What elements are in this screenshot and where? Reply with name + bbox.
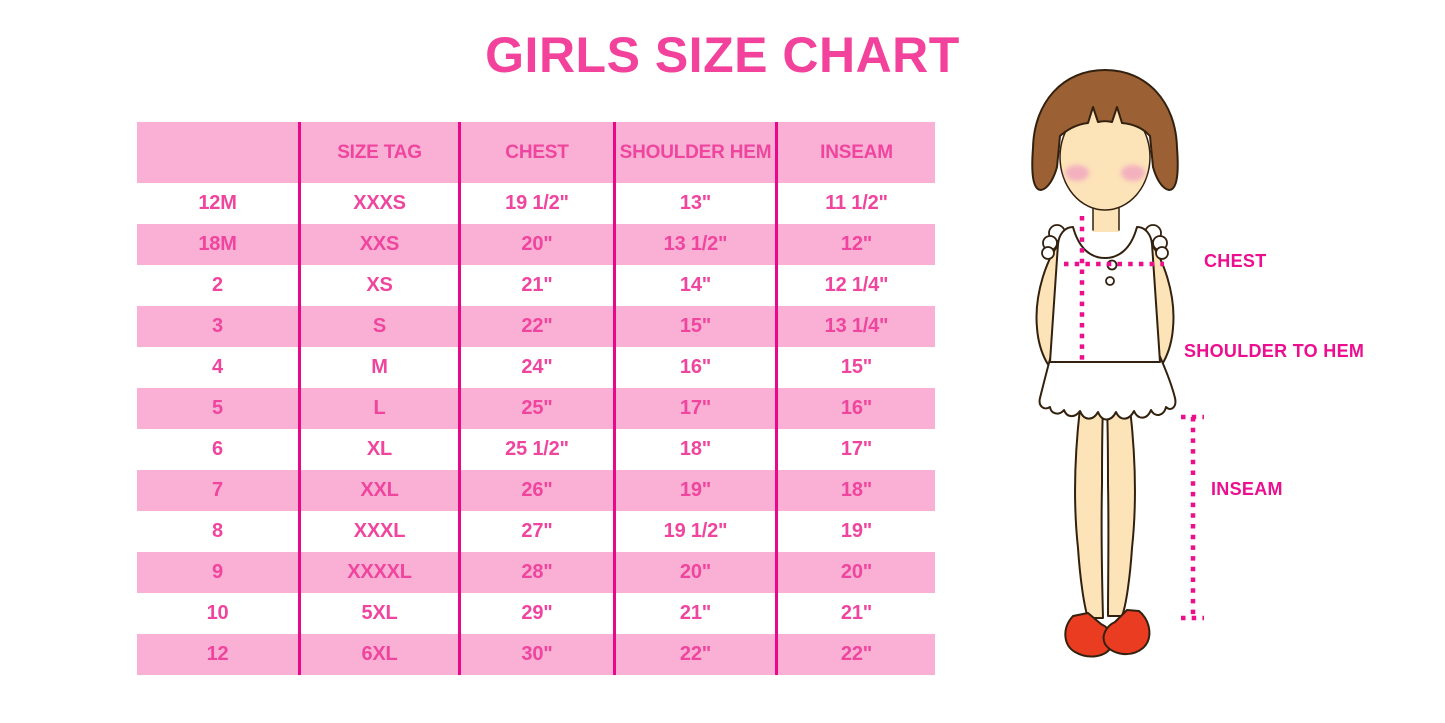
girl-shoes [1064,609,1151,658]
cell-size-tag: 5XL [298,593,458,634]
cell-shoulder-hem: 19 1/2" [613,511,775,552]
cell-size: 9 [212,561,223,583]
cell-chest: 27" [458,511,613,552]
cell-size: 10 [206,602,229,624]
table-row: 9 XXXXL 28" 20" 20" [137,552,935,593]
cell-chest: 29" [458,593,613,634]
table-row: 7 XXL 26" 19" 18" [137,470,935,511]
header-inseam: INSEAM [775,122,935,183]
cell-chest: 19 1/2" [458,183,613,224]
measurement-lines [1064,216,1204,621]
cell-size: 7 [212,479,223,501]
cell-inseam: 19" [775,511,935,552]
header-blank [137,122,298,183]
cell-inseam: 12" [775,224,935,265]
header-size-tag: SIZE TAG [298,122,458,183]
cell-shoulder-hem: 13" [613,183,775,224]
girl-face [1059,103,1151,211]
cell-inseam: 17" [775,429,935,470]
cell-chest: 24" [458,347,613,388]
cell-size-tag: XXL [298,470,458,511]
cell-size: 8 [212,520,223,542]
cell-size-tag: S [298,306,458,347]
table-row: 18M XXS 20" 13 1/2" 12" [137,224,935,265]
cell-shoulder-hem: 21" [613,593,775,634]
cell-inseam: 22" [775,634,935,675]
table-row: 10 5XL 29" 21" 21" [137,593,935,634]
cell-chest: 26" [458,470,613,511]
cell-size: 12M [198,192,237,214]
header-chest: CHEST [458,122,613,183]
cell-chest: 30" [458,634,613,675]
header-shoulder-hem: SHOULDER HEM [613,122,775,183]
girl-illustration [1031,69,1204,658]
girl-hair [1031,69,1179,191]
table-row: 5 L 25" 17" 16" [137,388,935,429]
cell-size-tag: L [298,388,458,429]
cell-size-tag: M [298,347,458,388]
table-row: 12M XXXS 19 1/2" 13" 11 1/2" [137,183,935,224]
measurement-figure: CHEST SHOULDER TO HEM INSEAM [1000,60,1445,670]
cell-size-tag: XXXXL [298,552,458,593]
chest-label: CHEST [1204,251,1267,271]
cell-size-tag: XXXL [298,511,458,552]
table-header-row: SIZE TAG CHEST SHOULDER HEM INSEAM [137,122,935,183]
cell-shoulder-hem: 17" [613,388,775,429]
cell-chest: 22" [458,306,613,347]
cell-inseam: 16" [775,388,935,429]
cell-shoulder-hem: 15" [613,306,775,347]
size-chart-table: SIZE TAG CHEST SHOULDER HEM INSEAM 12M X… [137,122,935,675]
cell-inseam: 11 1/2" [775,183,935,224]
cell-size-tag: XL [298,429,458,470]
cell-size-tag: 6XL [298,634,458,675]
cell-size-tag: XS [298,265,458,306]
cell-shoulder-hem: 13 1/2" [613,224,775,265]
cell-inseam: 18" [775,470,935,511]
cell-size: 18M [198,233,237,255]
cell-chest: 20" [458,224,613,265]
cell-chest: 21" [458,265,613,306]
cell-shoulder-hem: 19" [613,470,775,511]
cell-size-tag: XXS [298,224,458,265]
cell-size: 3 [212,315,223,337]
cell-inseam: 15" [775,347,935,388]
table-row: 4 M 24" 16" 15" [137,347,935,388]
cell-inseam: 13 1/4" [775,306,935,347]
page-title: GIRLS SIZE CHART [485,27,960,83]
cell-shoulder-hem: 22" [613,634,775,675]
table-row: 6 XL 25 1/2" 18" 17" [137,429,935,470]
table-row: 2 XS 21" 14" 12 1/4" [137,265,935,306]
cell-size: 12 [206,643,229,665]
table-row: 3 S 22" 15" 13 1/4" [137,306,935,347]
cell-shoulder-hem: 14" [613,265,775,306]
cell-inseam: 21" [775,593,935,634]
cell-shoulder-hem: 20" [613,552,775,593]
inseam-label: INSEAM [1211,479,1283,499]
cell-chest: 28" [458,552,613,593]
table-row: 12 6XL 30" 22" 22" [137,634,935,675]
shoulder-to-hem-label: SHOULDER TO HEM [1184,341,1365,361]
cell-size-tag: XXXS [298,183,458,224]
cell-inseam: 12 1/4" [775,265,935,306]
cell-size: 5 [212,397,223,419]
girl-top [1049,226,1161,363]
girl-sleeve-ruffles [1041,224,1169,260]
table-row: 8 XXXL 27" 19 1/2" 19" [137,511,935,552]
cell-size: 4 [212,356,223,378]
cell-shoulder-hem: 16" [613,347,775,388]
cell-chest: 25 1/2" [458,429,613,470]
cell-inseam: 20" [775,552,935,593]
cell-chest: 25" [458,388,613,429]
cell-size: 6 [212,438,223,460]
girl-skirt [1038,351,1177,421]
girl-legs [1074,407,1136,619]
cell-size: 2 [212,274,223,296]
cell-shoulder-hem: 18" [613,429,775,470]
